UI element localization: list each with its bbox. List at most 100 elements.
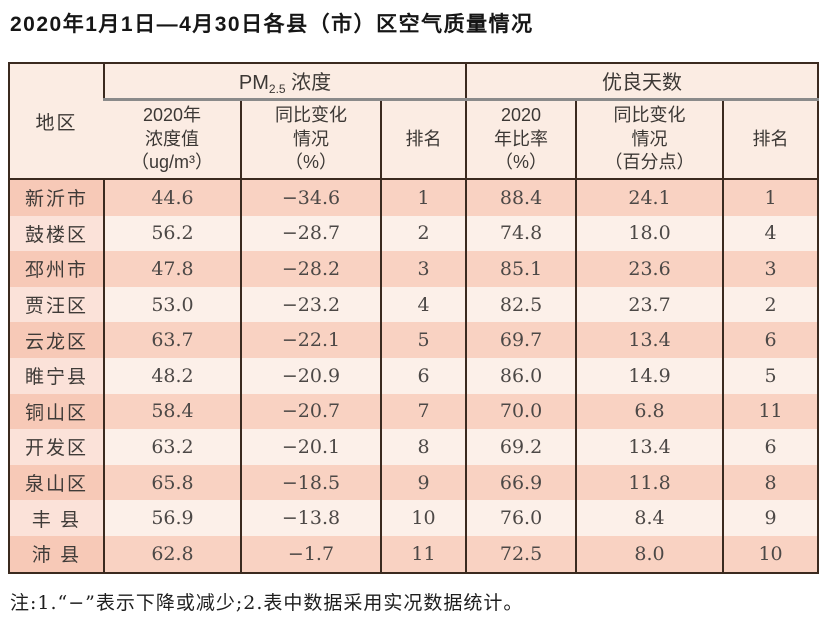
good-rate-cell: 69.7 (465, 322, 577, 358)
good-change-cell: 24.1 (575, 179, 724, 216)
good-rank-cell: 9 (722, 500, 819, 536)
good-rate-cell: 70.0 (465, 393, 577, 430)
table-row: 泉山区 65.8 −18.5 9 66.9 11.8 8 (9, 464, 819, 501)
table-row: 铜山区 58.4 −20.7 7 70.0 6.8 11 (9, 393, 819, 430)
pm-change-cell: −13.8 (240, 500, 381, 536)
pm-change-header: 同比变化 情况 （%） (240, 99, 381, 180)
good-rate-header: 2020 年比率 （%） (465, 99, 577, 180)
good-change-cell: 13.4 (575, 429, 724, 465)
table-row: 鼓楼区 56.2 −28.7 2 74.8 18.0 4 (9, 215, 819, 252)
good-rank-cell: 3 (722, 251, 819, 287)
region-cell: 贾汪区 (9, 286, 104, 323)
good-change-cell: 18.0 (575, 215, 724, 252)
pm-value-cell: 62.8 (103, 535, 241, 573)
good-rate-cell: 74.8 (465, 215, 577, 252)
good-rank-cell: 6 (722, 322, 819, 358)
good-change-cell: 14.9 (575, 357, 724, 394)
pm-value-cell: 56.2 (103, 215, 241, 252)
pm-change-cell: −28.7 (240, 215, 381, 252)
pm25-label-subscript: 2.5 (268, 81, 286, 96)
table-row: 贾汪区 53.0 −23.2 4 82.5 23.7 2 (9, 286, 819, 323)
table-row: 睢宁县 48.2 −20.9 6 86.0 14.9 5 (9, 357, 819, 394)
sub-header-row: 2020年 浓度值 （ug/m³） 同比变化 情况 （%） 排名 2020 年比… (9, 99, 819, 180)
good-rate-cell: 86.0 (465, 357, 577, 394)
pm-rank-cell: 1 (379, 179, 467, 216)
region-cell: 睢宁县 (9, 357, 104, 394)
footnote: 注:1.“−”表示下降或减少;2.表中数据采用实况数据统计。 (10, 592, 524, 614)
good-rate-cell: 88.4 (465, 179, 577, 216)
pm-change-cell: −20.9 (240, 357, 381, 394)
pm-rank-cell: 3 (379, 251, 467, 287)
region-column-header: 地区 (9, 63, 104, 180)
pm-rank-cell: 10 (379, 500, 467, 536)
good-rank-header: 排名 (722, 99, 819, 180)
pm-change-cell: −28.2 (240, 251, 381, 287)
pm25-label-prefix: PM (238, 71, 269, 94)
pm-value-cell: 63.2 (103, 429, 241, 465)
table-row: 开发区 63.2 −20.1 8 69.2 13.4 6 (9, 429, 819, 465)
region-cell: 丰 县 (9, 500, 104, 536)
good-rank-cell: 2 (722, 286, 819, 323)
pm-rank-cell: 9 (379, 464, 467, 501)
good-rank-cell: 10 (722, 535, 819, 573)
pm-change-cell: −34.6 (240, 179, 381, 216)
good-rate-cell: 69.2 (465, 429, 577, 465)
pm-value-cell: 56.9 (103, 500, 241, 536)
table-row: 丰 县 56.9 −13.8 10 76.0 8.4 9 (9, 500, 819, 536)
region-cell: 开发区 (9, 429, 104, 465)
table-body: 新沂市 44.6 −34.6 1 88.4 24.1 1 鼓楼区 56.2 −2… (9, 179, 819, 573)
pm-change-cell: −18.5 (240, 464, 381, 501)
pm-value-cell: 48.2 (103, 357, 241, 394)
good-rank-cell: 5 (722, 357, 819, 394)
table-row: 邳州市 47.8 −28.2 3 85.1 23.6 3 (9, 251, 819, 287)
region-cell: 云龙区 (9, 322, 104, 358)
pm-value-cell: 53.0 (103, 286, 241, 323)
pm-change-cell: −20.1 (240, 429, 381, 465)
good-change-cell: 8.0 (575, 535, 724, 573)
good-rate-cell: 85.1 (465, 251, 577, 287)
pm-value-cell: 47.8 (103, 251, 241, 287)
pm-rank-cell: 7 (379, 393, 467, 430)
pm-change-cell: −23.2 (240, 286, 381, 323)
good-change-cell: 11.8 (575, 464, 724, 501)
pm-value-header: 2020年 浓度值 （ug/m³） (104, 99, 241, 180)
good-change-cell: 23.7 (575, 286, 724, 323)
good-rank-cell: 4 (722, 215, 819, 252)
table-row: 云龙区 63.7 −22.1 5 69.7 13.4 6 (9, 322, 819, 358)
pm-value-cell: 58.4 (103, 393, 241, 430)
good-rank-cell: 1 (722, 179, 819, 216)
good-rate-cell: 72.5 (465, 535, 577, 573)
air-quality-table: 地区 PM2.5 浓度 优良天数 2020年 浓度值 （ug/m³） 同比变化 … (8, 62, 820, 574)
pm25-label-suffix: 浓度 (285, 71, 332, 94)
good-rate-cell: 76.0 (465, 500, 577, 536)
region-cell: 泉山区 (9, 464, 104, 501)
pm-value-cell: 44.6 (103, 179, 241, 216)
pm-rank-cell: 4 (379, 286, 467, 323)
region-cell: 新沂市 (9, 179, 104, 216)
good-change-cell: 23.6 (575, 251, 724, 287)
table-row: 新沂市 44.6 −34.6 1 88.4 24.1 1 (9, 179, 819, 216)
table-row: 沛 县 62.8 −1.7 11 72.5 8.0 10 (9, 535, 819, 573)
region-cell: 铜山区 (9, 393, 104, 430)
good-rate-cell: 82.5 (465, 286, 577, 323)
pm-rank-cell: 2 (379, 215, 467, 252)
region-cell: 沛 县 (9, 535, 104, 573)
good-change-cell: 6.8 (575, 393, 724, 430)
group-header-row: 地区 PM2.5 浓度 优良天数 (9, 63, 819, 180)
pm-change-cell: −20.7 (240, 393, 381, 430)
good-rank-cell: 11 (722, 393, 819, 430)
good-rank-cell: 6 (722, 429, 819, 465)
pm25-group-header: PM2.5 浓度 (102, 63, 467, 101)
pm-value-cell: 65.8 (103, 464, 241, 501)
good-change-cell: 8.4 (575, 500, 724, 536)
region-cell: 鼓楼区 (9, 215, 104, 252)
pm-rank-cell: 11 (379, 535, 467, 573)
good-days-group-header: 优良天数 (465, 63, 819, 101)
pm-rank-header: 排名 (379, 99, 467, 180)
pm-rank-cell: 6 (379, 357, 467, 394)
region-cell: 邳州市 (9, 251, 104, 287)
good-rank-cell: 8 (722, 464, 819, 501)
good-change-header: 同比变化 情况 （百分点） (575, 99, 724, 180)
good-change-cell: 13.4 (575, 322, 724, 358)
pm-change-cell: −22.1 (240, 322, 381, 358)
